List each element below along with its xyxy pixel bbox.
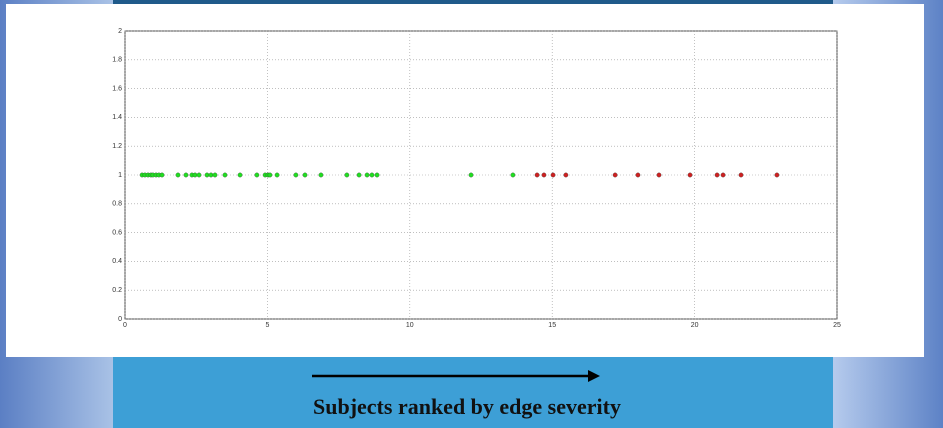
point [510,172,516,178]
y-tick-label: 0.2 [112,287,122,294]
point [237,172,243,178]
point [344,172,350,178]
plot-area [124,30,838,320]
x-tick-label: 10 [406,322,414,329]
top-bar [113,0,833,4]
point [196,172,202,178]
point [534,172,540,178]
point [720,172,726,178]
point [267,172,273,178]
y-tick-label: 1.2 [112,143,122,150]
bottom-panel [113,357,833,428]
x-axis-label: Subjects ranked by edge severity [313,394,621,419]
point [687,172,693,178]
point [208,172,214,178]
y-tick-label: 2 [118,28,122,35]
point [374,172,380,178]
point [550,172,556,178]
point [635,172,641,178]
point [204,172,210,178]
y-tick-label: 0.6 [112,229,122,236]
point [541,172,547,178]
point [254,172,260,178]
point [318,172,324,178]
x-tick-label: 0 [123,322,127,329]
point [714,172,720,178]
x-tick-label: 25 [833,322,841,329]
point [175,172,181,178]
x-tick-label: 5 [265,322,269,329]
point [468,172,474,178]
arrow-head [588,370,600,382]
x-tick-label: 20 [691,322,699,329]
point [656,172,662,178]
point [738,172,744,178]
point [774,172,780,178]
y-tick-label: 1.6 [112,85,122,92]
point [293,172,299,178]
point [302,172,308,178]
point [369,172,375,178]
y-tick-label: 0.8 [112,201,122,208]
x-tick-label: 15 [548,322,556,329]
y-tick-label: 0.4 [112,258,122,265]
y-tick-label: 1.8 [112,57,122,64]
point [612,172,618,178]
point [274,172,280,178]
y-tick-label: 1 [118,172,122,179]
point [563,172,569,178]
point [159,172,165,178]
point [183,172,189,178]
point [364,172,370,178]
y-tick-label: 1.4 [112,114,122,121]
point [212,172,218,178]
point [192,172,198,178]
point [356,172,362,178]
point [222,172,228,178]
y-tick-label: 0 [118,316,122,323]
